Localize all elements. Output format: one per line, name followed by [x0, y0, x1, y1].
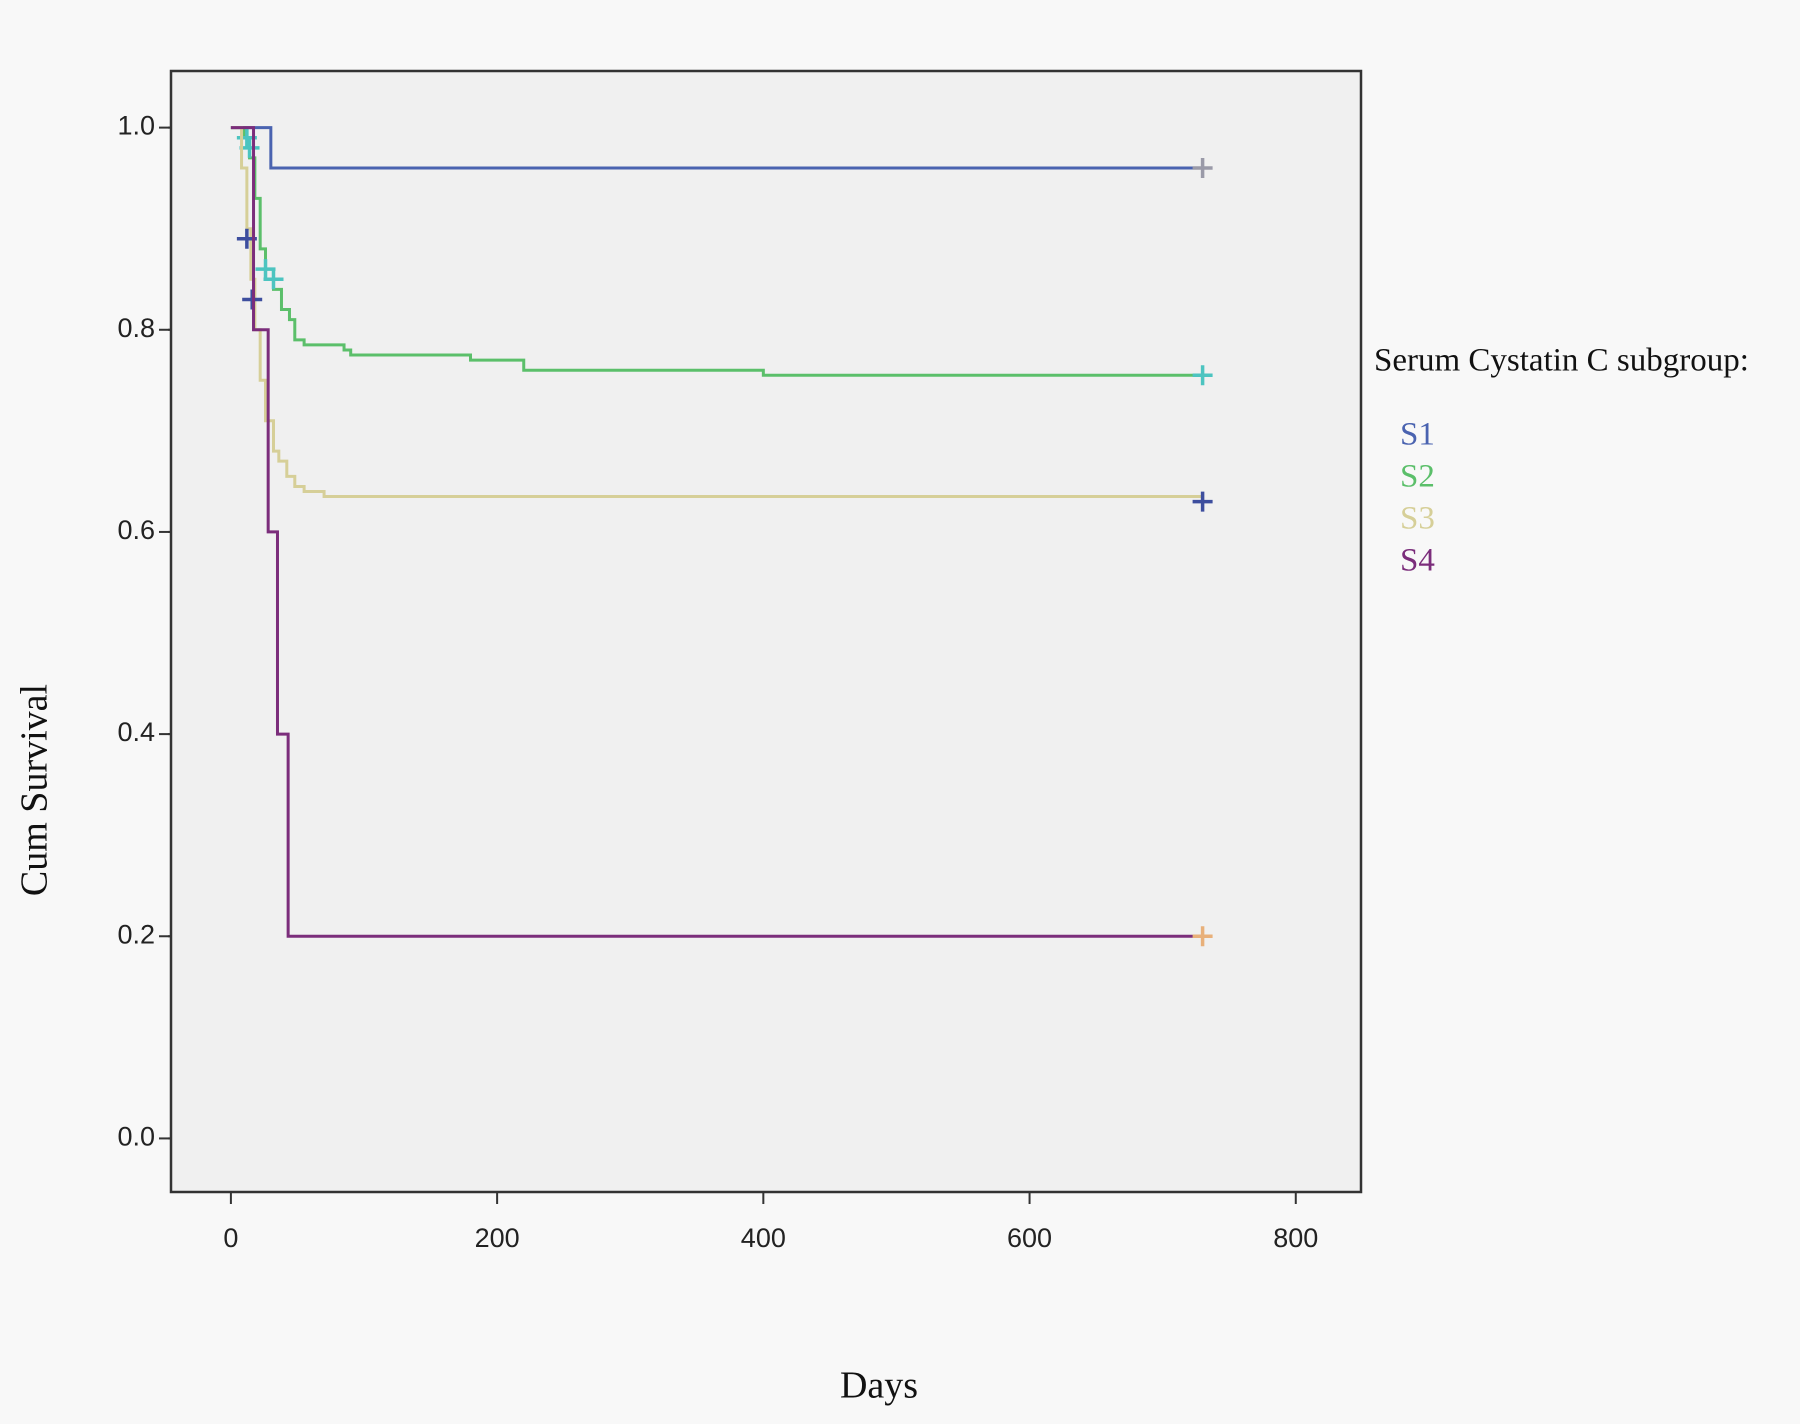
x-tick-label: 400: [741, 1223, 786, 1253]
y-tick-label: 0.6: [117, 515, 155, 545]
y-tick-label: 0.0: [117, 1122, 155, 1152]
legend-label: S1: [1400, 417, 1435, 453]
censor-mark: [1192, 158, 1213, 179]
y-axis-label: Cum Survival: [14, 684, 56, 896]
x-axis-label: Days: [840, 1365, 918, 1407]
y-tick-label: 0.2: [117, 919, 155, 949]
censor-mark: [263, 269, 284, 290]
x-tick-label: 600: [1007, 1223, 1052, 1253]
x-tick-label: 200: [475, 1223, 520, 1253]
legend-label: S4: [1400, 543, 1435, 579]
legend-title: Serum Cystatin C subgroup:: [1374, 343, 1749, 379]
y-tick-label: 0.8: [117, 313, 155, 343]
plot-area: [169, 69, 1363, 1194]
legend-label: S3: [1400, 501, 1435, 537]
censor-mark: [1192, 926, 1213, 947]
survival-curve: [230, 126, 1203, 938]
x-tick-label: 0: [223, 1223, 238, 1253]
y-tick-label: 0.4: [117, 717, 155, 747]
censor-mark: [1192, 491, 1213, 512]
censor-mark: [255, 259, 276, 280]
censor-mark: [1192, 365, 1213, 386]
x-tick-label: 800: [1273, 1223, 1318, 1253]
y-tick-label: 1.0: [117, 111, 155, 141]
legend-label: S2: [1400, 459, 1435, 495]
